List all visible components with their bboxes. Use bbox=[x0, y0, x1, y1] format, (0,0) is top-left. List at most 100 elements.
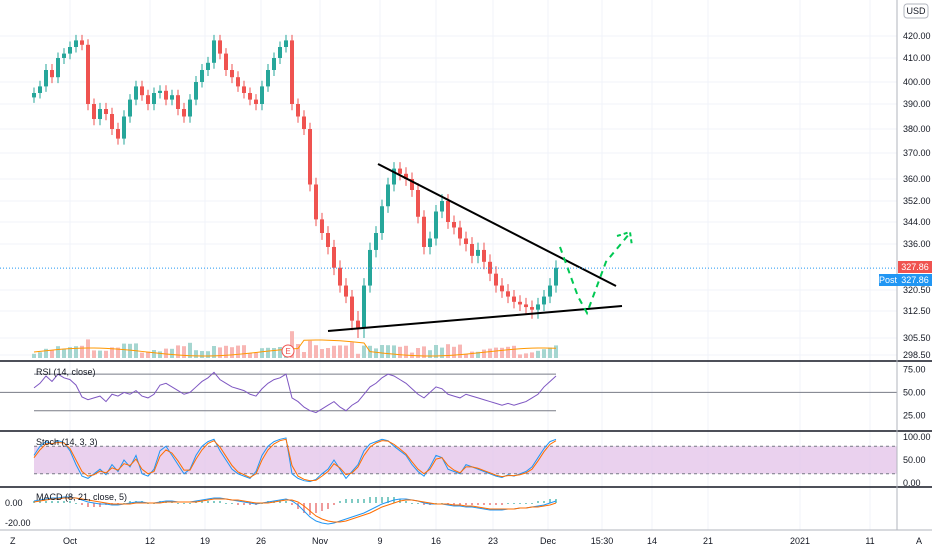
candle-body bbox=[158, 90, 162, 93]
volume-bar bbox=[524, 353, 528, 358]
candle-body bbox=[86, 44, 90, 104]
currency-button[interactable] bbox=[903, 3, 929, 19]
macd-histogram-bar bbox=[177, 503, 179, 504]
volume-bars bbox=[32, 331, 558, 358]
macd-histogram-bar bbox=[357, 499, 359, 503]
rsi-title: RSI (14, close) bbox=[36, 367, 96, 377]
macd-histogram-bar bbox=[231, 503, 233, 504]
candle-body bbox=[446, 201, 450, 222]
time-axis-label: 21 bbox=[703, 536, 713, 546]
zoom-button[interactable]: Z bbox=[10, 536, 16, 546]
stoch-band bbox=[34, 446, 897, 474]
candle-body bbox=[260, 86, 264, 104]
macd-histogram-bar bbox=[417, 503, 419, 504]
macd-histogram-bar bbox=[189, 503, 191, 504]
candle-body bbox=[116, 129, 120, 139]
volume-bar bbox=[458, 344, 462, 358]
macd-histogram-bar bbox=[183, 503, 185, 504]
candle-body bbox=[392, 168, 396, 185]
volume-bar bbox=[398, 346, 402, 358]
candle-body bbox=[68, 47, 72, 54]
volume-bar bbox=[278, 347, 282, 358]
candle-body bbox=[362, 285, 366, 329]
candle-body bbox=[98, 109, 102, 119]
candle-body bbox=[110, 114, 114, 129]
volume-bar bbox=[128, 343, 132, 358]
price-axis-label: 305.50 bbox=[903, 333, 931, 343]
candle-body bbox=[266, 70, 270, 87]
time-axis-label: Nov bbox=[312, 536, 329, 546]
volume-bar bbox=[188, 342, 192, 358]
candle-body bbox=[524, 304, 528, 308]
candle-body bbox=[236, 77, 240, 87]
candle-body bbox=[530, 307, 534, 310]
macd-histogram-bar bbox=[471, 503, 473, 505]
volume-bar bbox=[416, 348, 420, 358]
candle-body bbox=[380, 206, 384, 233]
macd-histogram-bar bbox=[375, 497, 377, 503]
candle-body bbox=[248, 93, 252, 100]
time-axis-label: 11 bbox=[865, 536, 874, 546]
macd-histogram-bar bbox=[519, 503, 521, 504]
macd-histogram-bar bbox=[87, 503, 89, 507]
macd-histogram-bar bbox=[549, 499, 551, 503]
price-axis-label: 352.00 bbox=[903, 196, 931, 206]
last-price-badge bbox=[898, 261, 932, 273]
candle-body bbox=[518, 301, 522, 305]
candle-body bbox=[188, 99, 192, 117]
candle-body bbox=[386, 184, 390, 207]
price-axis-label: 312.50 bbox=[903, 306, 931, 316]
volume-bar bbox=[512, 345, 516, 358]
price-axis-label: 344.00 bbox=[903, 217, 931, 227]
volume-bar bbox=[254, 352, 258, 358]
volume-bar bbox=[446, 344, 450, 358]
macd-histogram-bar bbox=[213, 501, 215, 503]
candle-body bbox=[242, 86, 246, 93]
volume-bar bbox=[176, 345, 180, 358]
volume-bar bbox=[98, 350, 102, 358]
macd-histogram-bar bbox=[81, 503, 83, 505]
macd-histogram-bar bbox=[297, 503, 299, 509]
time-axis-label: 15:30 bbox=[591, 536, 614, 546]
macd-pane bbox=[33, 496, 557, 525]
macd-histogram-bar bbox=[69, 501, 71, 503]
candle-body bbox=[506, 291, 510, 297]
candle-body bbox=[140, 86, 144, 96]
candle-body bbox=[272, 58, 276, 70]
price-axis-label: 360.00 bbox=[903, 174, 931, 184]
volume-bar bbox=[32, 353, 36, 358]
candle-body bbox=[206, 62, 210, 70]
volume-bar bbox=[170, 348, 174, 358]
volume-bar bbox=[548, 347, 552, 358]
volume-bar bbox=[266, 347, 270, 358]
candle-body bbox=[212, 40, 216, 63]
candle-body bbox=[92, 104, 96, 119]
post-label: Post bbox=[879, 275, 898, 285]
macd-histogram-bar bbox=[327, 503, 329, 509]
stoch-k-line bbox=[33, 437, 557, 483]
auto-scale-button[interactable]: A bbox=[916, 536, 922, 546]
candle-body bbox=[374, 233, 378, 250]
candle-body bbox=[224, 53, 228, 70]
volume-bar bbox=[428, 350, 432, 358]
candle-body bbox=[32, 93, 36, 98]
candle-body bbox=[332, 246, 336, 268]
volume-bar bbox=[212, 346, 216, 358]
macd-histogram-bar bbox=[207, 501, 209, 503]
macd-histogram-bar bbox=[513, 503, 515, 504]
macd-histogram-bar bbox=[477, 503, 479, 505]
candle-body bbox=[122, 116, 126, 139]
earnings-marker-icon[interactable] bbox=[281, 344, 295, 358]
volume-bar bbox=[68, 347, 72, 358]
volume-bar bbox=[308, 340, 312, 358]
time-axis-label: 16 bbox=[431, 536, 441, 546]
rsi-pane bbox=[0, 371, 897, 414]
candle-body bbox=[176, 95, 180, 109]
triangle-upper-line bbox=[377, 163, 617, 287]
macd-histogram-bar bbox=[63, 501, 65, 503]
stoch-title: Stoch (14, 3, 3) bbox=[36, 437, 98, 447]
volume-bar bbox=[92, 350, 96, 358]
volume-bar bbox=[344, 345, 348, 358]
